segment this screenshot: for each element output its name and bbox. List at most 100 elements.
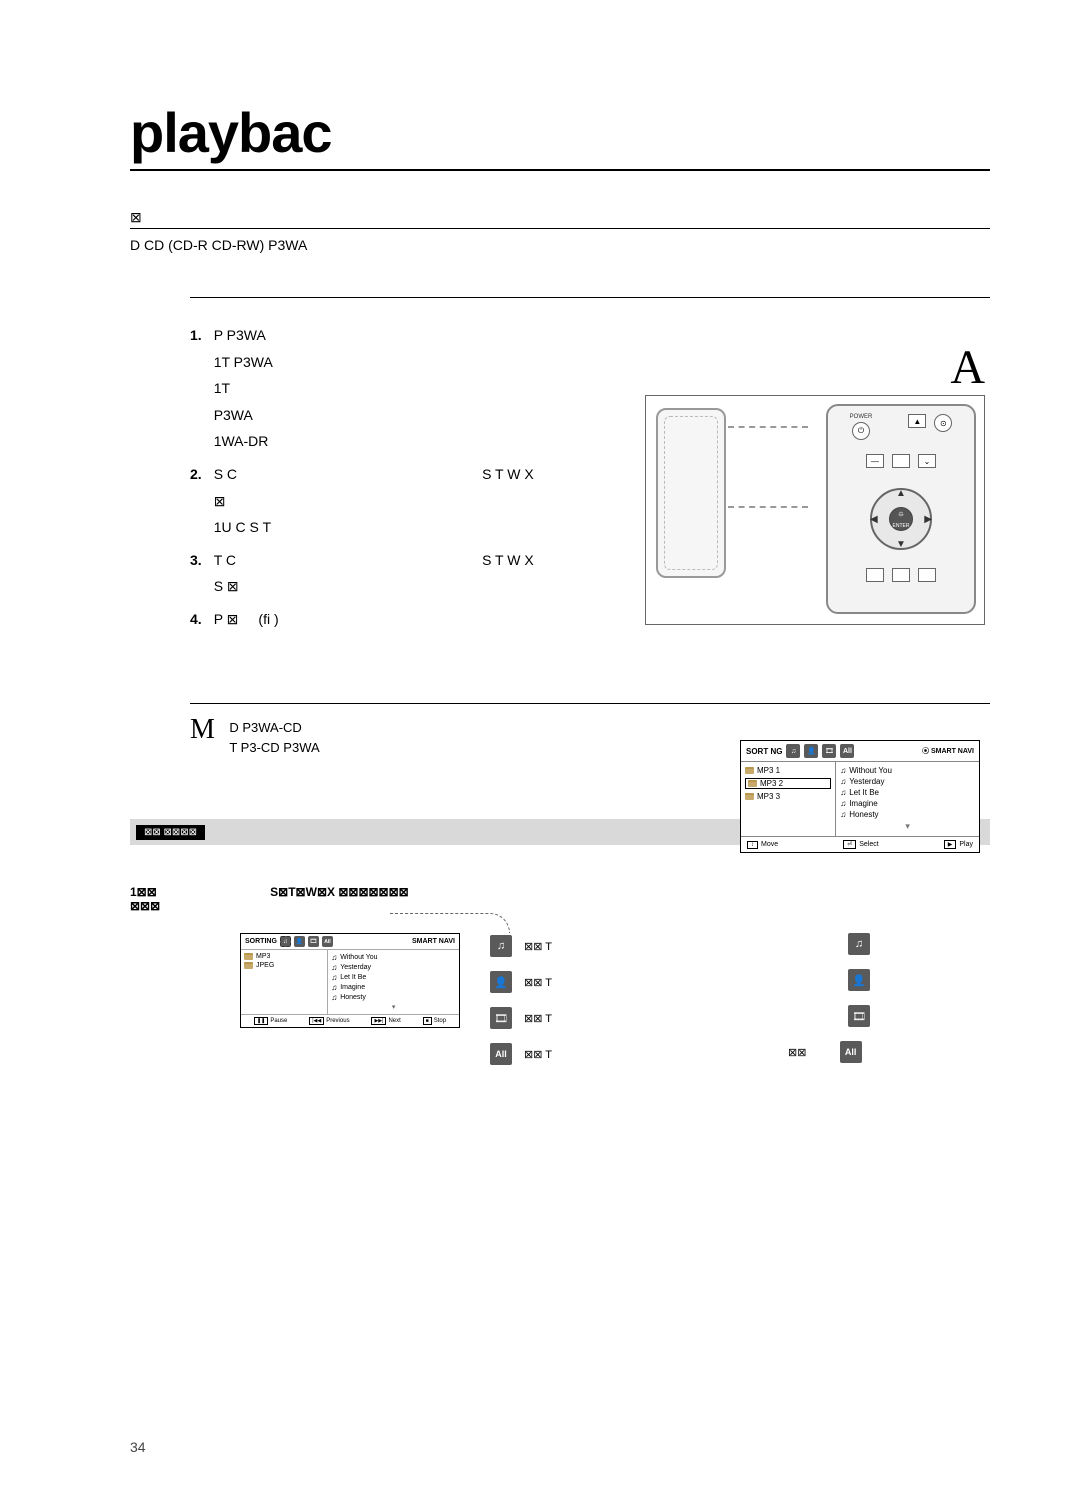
page-number: 34 — [130, 1439, 146, 1455]
bottom-button[interactable] — [918, 568, 936, 582]
bottom-button[interactable] — [866, 568, 884, 582]
dpad-up[interactable]: ▲ — [896, 488, 906, 499]
music-icon: ♫ — [490, 935, 512, 957]
movie-icon: 🎞 — [848, 1005, 870, 1027]
dpad-left[interactable]: ◀ — [870, 514, 878, 525]
step-1: 1. P P3WA 1T P3WA 1T P3WA 1WA-DR — [190, 322, 570, 455]
icon-label: ⊠⊠ T — [524, 1012, 552, 1025]
note-icon: ♫ — [840, 788, 846, 797]
fb-sort-label: SORT NG — [746, 747, 782, 756]
bottom-button[interactable] — [892, 568, 910, 582]
icon-legend-right: ♫ 👤 🎞 ⊠⊠ All — [848, 933, 870, 1063]
icon-label: ⊠⊠ T — [524, 1048, 552, 1061]
movie-icon[interactable]: 🎞 — [308, 936, 319, 947]
scroll-down-icon[interactable]: ▾ — [840, 821, 975, 832]
section-marker: ⊠ — [130, 209, 990, 229]
step-bold: P ⊠ — [214, 606, 239, 633]
foot-play: ▶Play — [944, 840, 973, 849]
steps-block: 1. P P3WA 1T P3WA 1T P3WA 1WA-DR 2. S C … — [190, 322, 570, 633]
foot-next: ▶▶|Next — [371, 1017, 400, 1025]
song-row[interactable]: ♫Honesty — [840, 810, 975, 819]
all-prefix: ⊠⊠ — [788, 1046, 806, 1059]
step-num: 2. — [190, 461, 202, 541]
all-icon[interactable]: All — [322, 936, 333, 947]
power-button[interactable]: ⏻ — [852, 422, 870, 440]
foot-move: ↕Move — [747, 840, 778, 849]
step-line: P3WA — [214, 402, 273, 429]
step-tail: S T W X — [482, 461, 534, 488]
step-line: 1T P3WA — [214, 349, 273, 376]
note-line: D P3WA-CD — [229, 718, 319, 739]
remote-small-icon — [656, 408, 726, 578]
note-icon: ♫ — [840, 766, 846, 775]
song-row[interactable]: ♫Without You — [840, 766, 975, 775]
bottom-section: 1⊠⊠ ⊠⊠⊠ S⊠T⊠W⊠X ⊠⊠⊠⊠⊠⊠⊠ SORTING ♫ 👤 🎞 Al… — [130, 885, 990, 1065]
song-row[interactable]: ♫Yesterday — [331, 963, 456, 972]
dotted-connector — [390, 913, 510, 933]
music-icon[interactable]: ♫ — [280, 936, 291, 947]
aux-button[interactable]: ⊙ — [934, 414, 952, 432]
note-icon: ♫ — [840, 799, 846, 808]
enter-button[interactable]: ⯐ ENTER — [889, 507, 913, 531]
down-chev-button[interactable]: ⌄ — [918, 454, 936, 468]
section-letter: A — [950, 340, 985, 395]
step-num: 4. — [190, 606, 202, 633]
song-row[interactable]: ♫Imagine — [840, 799, 975, 808]
mini-navigator: SORTING ♫ 👤 🎞 All SMART NAVI MP3 JPEG ♫W… — [240, 933, 460, 1028]
foot-select: ⏎Select — [843, 840, 879, 849]
photo-icon: 👤 — [490, 971, 512, 993]
dpad-down[interactable]: ▼ — [896, 539, 906, 550]
blank-button[interactable] — [892, 454, 910, 468]
step-num: 1. — [190, 322, 202, 455]
folder-row[interactable]: MP3 2 — [745, 778, 831, 789]
song-row[interactable]: ♫Without You — [331, 953, 456, 962]
song-row[interactable]: ♫Imagine — [331, 983, 456, 992]
step-bold: T C — [214, 547, 236, 574]
connector-line — [728, 506, 808, 508]
minus-button[interactable]: — — [866, 454, 884, 468]
step-line: 1U C S T — [214, 514, 570, 541]
step-num: 3. — [190, 547, 202, 600]
folder-icon — [748, 780, 757, 787]
connector-line — [728, 426, 808, 428]
header-subtext: D CD (CD-R CD-RW) P3WA — [130, 237, 990, 253]
remote-zoom: POWER ⏻ ▲ ⊙ — ⌄ ▲ ▼ ◀ ▶ ⯐ ENTER — [826, 404, 976, 614]
file-browser: SORT NG ♫ 👤 🎞 All ⦿ SMART NAVI MP3 1 MP3… — [740, 740, 980, 853]
fb-header: SORT NG ♫ 👤 🎞 All ⦿ SMART NAVI — [741, 741, 979, 761]
gray-bar-label: ⊠⊠ ⊠⊠⊠⊠ — [136, 825, 205, 840]
bottom-left-label2: ⊠⊠⊠ — [130, 899, 160, 913]
bottom-right-label: S⊠T⊠W⊠X ⊠⊠⊠⊠⊠⊠⊠ — [270, 885, 409, 913]
step-line: 1T — [214, 375, 273, 402]
divider — [190, 297, 990, 298]
all-icon: All — [840, 1041, 862, 1063]
note-icon: ♫ — [331, 973, 337, 982]
step-2: 2. S C S T W X ⊠ 1U C S T — [190, 461, 570, 541]
folder-row[interactable]: MP3 3 — [745, 792, 831, 801]
step-bold: S C — [214, 461, 237, 488]
photo-icon[interactable]: 👤 — [294, 936, 305, 947]
folder-row[interactable]: MP3 1 — [745, 766, 831, 775]
song-row[interactable]: ♫Let It Be — [840, 788, 975, 797]
scroll-down-icon[interactable]: ▾ — [331, 1003, 456, 1011]
folder-list: MP3 1 MP3 2 MP3 3 — [741, 762, 836, 836]
dpad: ▲ ▼ ◀ ▶ ⯐ ENTER — [856, 474, 946, 564]
song-row[interactable]: ♫Yesterday — [840, 777, 975, 786]
note-line: T P3-CD P3WA — [229, 738, 319, 759]
song-row[interactable]: ♫Honesty — [331, 993, 456, 1002]
eject-button[interactable]: ▲ — [908, 414, 926, 428]
step-line: ⊠ — [214, 488, 570, 515]
photo-icon[interactable]: 👤 — [804, 744, 818, 758]
power-label: POWER — [850, 414, 873, 420]
folder-row[interactable]: MP3 — [244, 953, 324, 960]
song-row[interactable]: ♫Let It Be — [331, 973, 456, 982]
music-icon[interactable]: ♫ — [786, 744, 800, 758]
dpad-right[interactable]: ▶ — [924, 514, 932, 525]
folder-icon — [745, 767, 754, 774]
all-icon[interactable]: All — [840, 744, 854, 758]
movie-icon[interactable]: 🎞 — [822, 744, 836, 758]
foot-pause: ❚❚Pause — [254, 1017, 287, 1025]
note-icon: ♫ — [840, 810, 846, 819]
folder-row[interactable]: JPEG — [244, 962, 324, 969]
folder-icon — [244, 953, 253, 960]
step-tail: (fi ) — [258, 606, 278, 633]
